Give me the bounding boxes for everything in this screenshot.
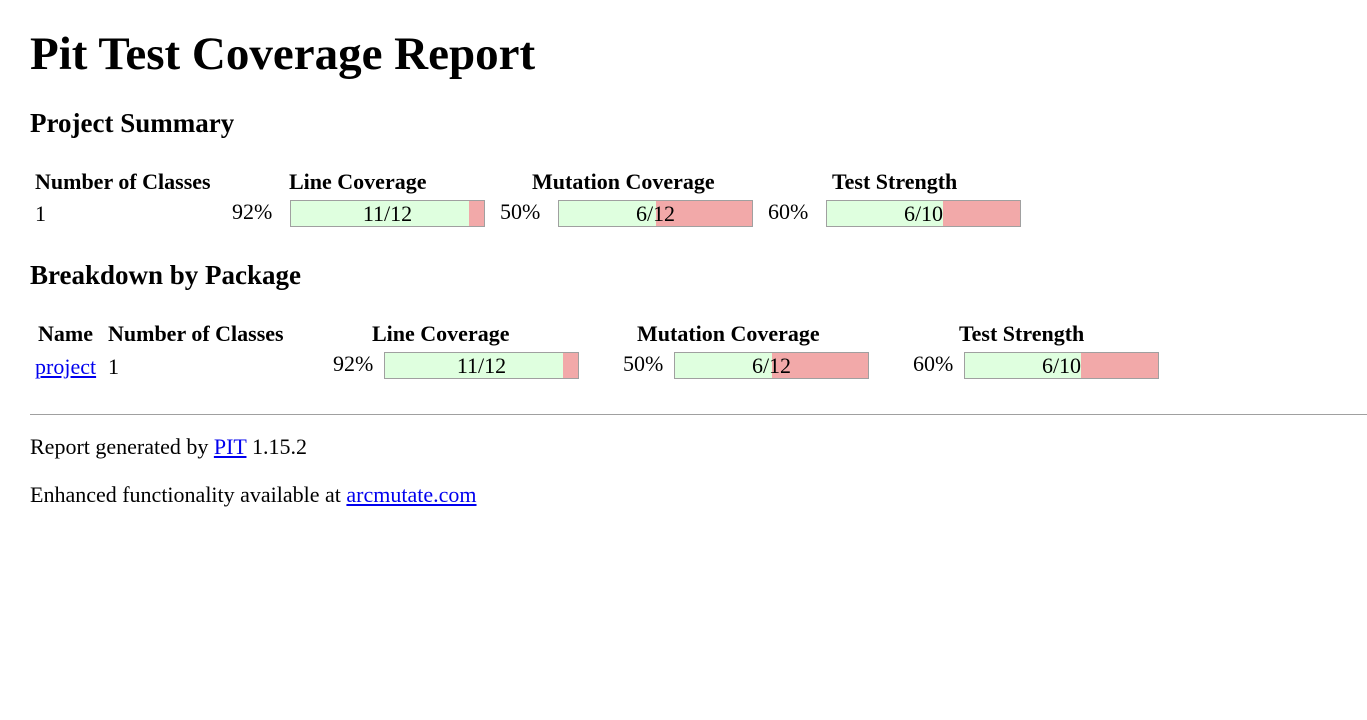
summary-mutation-percent: 50%	[500, 199, 541, 224]
summary-header-mutation: Mutation Coverage	[532, 169, 715, 194]
summary-strength-percent: 60%	[768, 199, 809, 224]
pit-link[interactable]: PIT	[213, 434, 247, 459]
summary-header-line: Line Coverage	[289, 169, 427, 194]
package-mutation-percent: 50%	[623, 351, 664, 376]
summary-line-coverage-fill	[291, 201, 469, 226]
breakdown-header-name: Name	[38, 321, 93, 346]
enhanced-functionality-line: Enhanced functionality available at arcm…	[30, 482, 477, 508]
breakdown-header-classes: Number of Classes	[108, 321, 284, 346]
package-mutation-coverage-fill	[675, 353, 772, 378]
summary-test-strength-fraction: 6/10	[903, 201, 944, 226]
summary-test-strength-fill	[827, 201, 943, 226]
summary-mutation-coverage-fraction: 6/12	[635, 201, 676, 226]
package-line-coverage-fill	[385, 353, 563, 378]
package-test-strength-fill	[965, 353, 1081, 378]
package-line-percent: 92%	[333, 351, 374, 376]
footer-divider	[30, 414, 1367, 415]
summary-line-coverage-fraction: 11/12	[362, 201, 413, 226]
summary-mutation-coverage-bar: 6/12	[558, 200, 753, 227]
enhanced-prefix: Enhanced functionality available at	[30, 482, 341, 507]
summary-line-percent: 92%	[232, 199, 273, 224]
summary-header-classes: Number of Classes	[35, 169, 211, 194]
breakdown-header-mutation: Mutation Coverage	[637, 321, 820, 346]
package-classes-value: 1	[108, 354, 119, 379]
page-title: Pit Test Coverage Report	[30, 28, 536, 80]
summary-line-coverage-bar: 11/12	[290, 200, 485, 227]
package-mutation-coverage-bar: 6/12	[674, 352, 869, 379]
summary-mutation-coverage-fill	[559, 201, 656, 226]
breakdown-header-line: Line Coverage	[372, 321, 510, 346]
summary-header-strength: Test Strength	[832, 169, 958, 194]
breakdown-heading: Breakdown by Package	[30, 260, 302, 290]
package-strength-percent: 60%	[913, 351, 954, 376]
package-test-strength-bar: 6/10	[964, 352, 1159, 379]
package-link-project[interactable]: project	[35, 354, 97, 379]
package-test-strength-fraction: 6/10	[1041, 353, 1082, 378]
summary-test-strength-bar: 6/10	[826, 200, 1021, 227]
summary-classes-value: 1	[35, 201, 46, 226]
breakdown-header-strength: Test Strength	[959, 321, 1085, 346]
package-line-coverage-bar: 11/12	[384, 352, 579, 379]
package-line-coverage-fraction: 11/12	[456, 353, 507, 378]
arcmutate-link[interactable]: arcmutate.com	[346, 482, 477, 507]
package-mutation-coverage-fraction: 6/12	[751, 353, 792, 378]
generated-by-prefix: Report generated by	[30, 434, 209, 459]
project-summary-heading: Project Summary	[30, 108, 235, 138]
generated-by-line: Report generated by PIT 1.15.2	[30, 434, 307, 460]
pit-version: 1.15.2	[251, 434, 307, 459]
